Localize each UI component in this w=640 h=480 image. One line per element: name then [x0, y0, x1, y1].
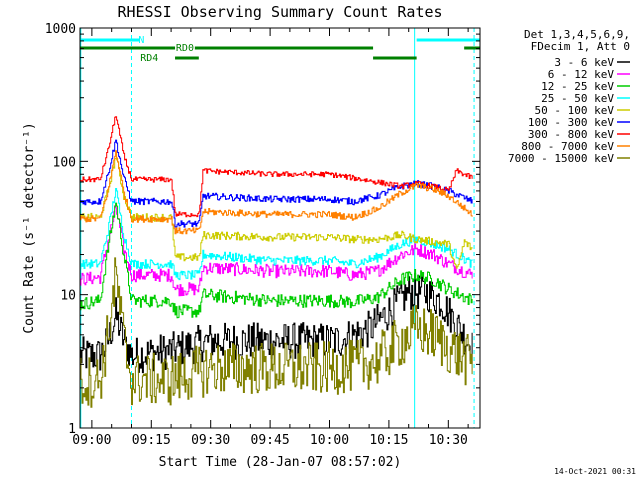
- y-axis: 1 10 100 1000: [45, 22, 480, 437]
- series-line: [80, 205, 473, 297]
- y-tick-label: 10: [60, 289, 76, 304]
- legend-entry-label: 7000 - 15000 keV: [508, 152, 614, 165]
- chart-title: RHESSI Observing Summary Count Rates: [117, 3, 442, 21]
- segment-label: N: [138, 35, 144, 46]
- series-line: [80, 272, 473, 374]
- series-line: [80, 202, 473, 319]
- x-tick-label: 09:00: [72, 433, 111, 448]
- legend-entry-label: 300 - 800 keV: [528, 128, 614, 141]
- y-axis-label: Count Rate (s⁻¹ detector⁻¹): [22, 122, 37, 333]
- segment-label: RD0: [176, 43, 194, 54]
- legend-entry-label: 12 - 25 keV: [541, 80, 614, 93]
- plot-frame: [79, 27, 481, 429]
- y-tick-label: 100: [53, 155, 76, 170]
- x-axis: 09:00 09:15 09:30 09:45 10:00 10:15 10:30: [72, 28, 469, 448]
- legend-header: Det 1,3,4,5,6,9,: [524, 28, 630, 41]
- series-line: [80, 150, 473, 235]
- x-tick-label: 10:15: [369, 433, 408, 448]
- segment-label: RD4: [140, 53, 158, 64]
- series-line: [80, 139, 473, 228]
- legend-entry-label: 25 - 50 keV: [541, 92, 614, 105]
- x-tick-label: 09:30: [191, 433, 230, 448]
- legend-entry-label: 50 - 100 keV: [535, 104, 615, 117]
- legend: Det 1,3,4,5,6,9,FDecim 1, Att 0 3 - 6 keV…: [508, 28, 630, 165]
- x-tick-label: 09:45: [251, 433, 290, 448]
- x-tick-label: 09:15: [132, 433, 171, 448]
- series-line: [80, 257, 473, 408]
- y-tick-label: 1: [68, 422, 76, 437]
- plot-area: N RD0 RD4: [80, 28, 480, 428]
- y-tick-label: 1000: [45, 22, 76, 37]
- legend-entry-label: 800 - 7000 keV: [521, 140, 614, 153]
- series-line: [80, 116, 473, 218]
- series-line: [80, 188, 473, 281]
- x-tick-label: 10:30: [429, 433, 468, 448]
- footer-date: 14-Oct-2021 00:31: [554, 467, 636, 476]
- legend-header: FDecim 1, Att 0: [531, 40, 630, 53]
- legend-entry-label: 3 - 6 keV: [554, 56, 614, 69]
- x-axis-label: Start Time (28-Jan-07 08:57:02): [159, 455, 402, 470]
- legend-entry-label: 100 - 300 keV: [528, 116, 614, 129]
- x-tick-label: 10:00: [310, 433, 349, 448]
- legend-entry-label: 6 - 12 keV: [548, 68, 615, 81]
